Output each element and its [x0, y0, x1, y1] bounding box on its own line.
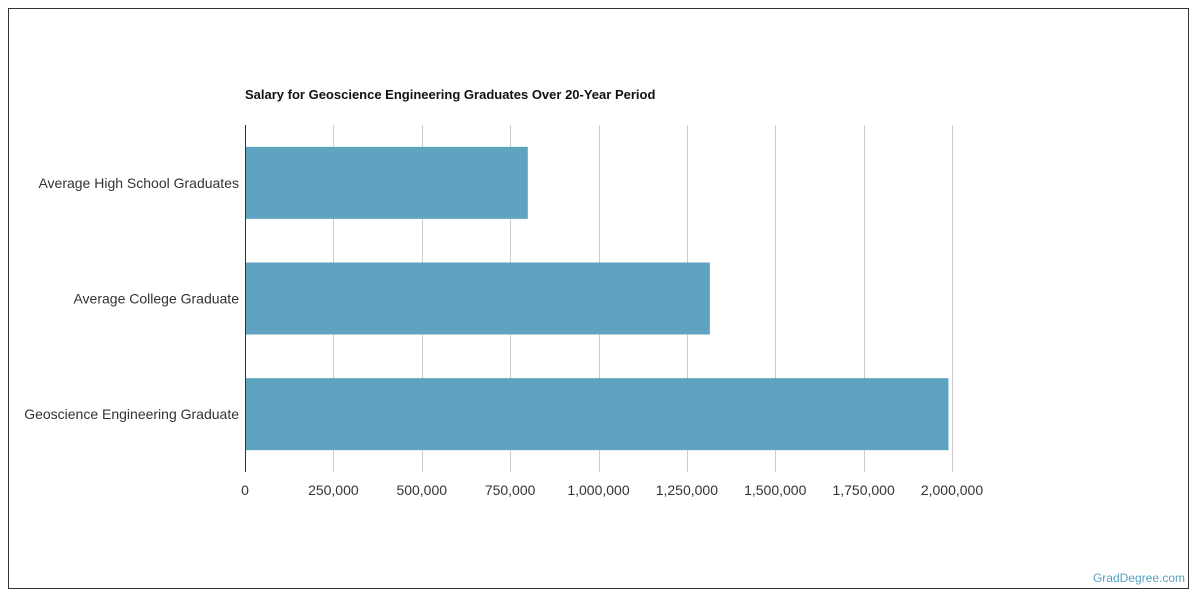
x-tick-label: 750,000 [485, 482, 536, 498]
category-label: Average High School Graduates [38, 175, 239, 191]
x-tick-label: 0 [241, 482, 249, 498]
bars [245, 146, 949, 451]
bar[interactable] [245, 378, 949, 451]
bar[interactable] [245, 146, 528, 219]
x-tick-label: 250,000 [308, 482, 359, 498]
x-tick-label: 1,000,000 [567, 482, 629, 498]
x-tick-label: 2,000,000 [921, 482, 983, 498]
x-tick-label: 1,750,000 [832, 482, 894, 498]
x-tick-label: 500,000 [396, 482, 447, 498]
source-watermark[interactable]: GradDegree.com [1092, 571, 1185, 585]
chart-title: Salary for Geoscience Engineering Gradua… [245, 87, 655, 102]
category-label: Average College Graduate [73, 291, 239, 307]
x-tick-labels: 0 250,000 500,000 750,000 1,000,000 1,250,000… [241, 482, 983, 498]
x-tick-label: 1,250,000 [656, 482, 718, 498]
x-tick-label: 1,500,000 [744, 482, 806, 498]
category-labels: Average High School Graduates Average Col… [24, 175, 239, 422]
bar[interactable] [245, 262, 710, 335]
category-label: Geoscience Engineering Graduate [24, 406, 239, 422]
